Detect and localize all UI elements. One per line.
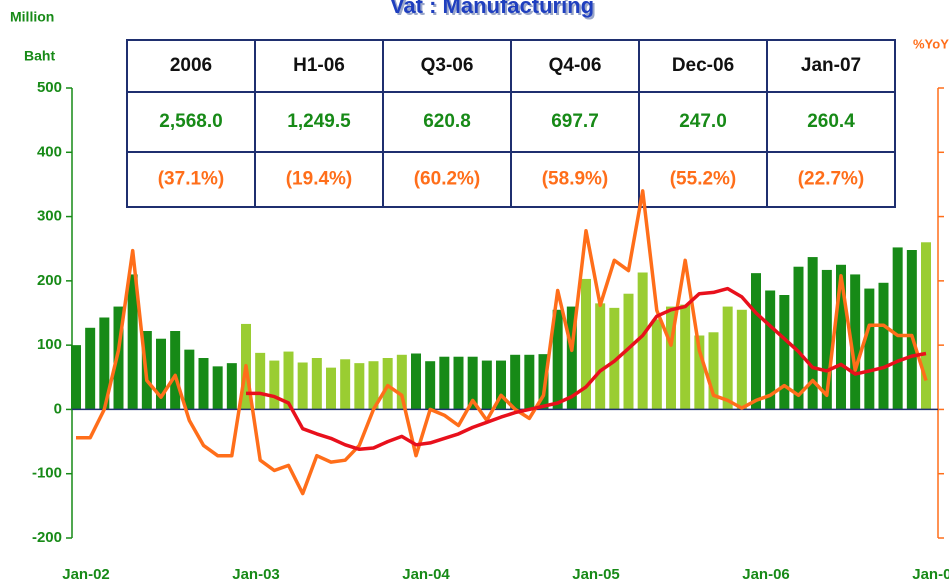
y-tick-label: 300 (37, 208, 62, 225)
y-tick-label: 0 (54, 400, 62, 417)
bar (651, 319, 662, 410)
table-cell: 247.0 (679, 111, 727, 132)
bar (170, 331, 181, 410)
bar (892, 247, 903, 410)
table-cell: (19.4%) (286, 169, 353, 190)
bar (71, 345, 81, 410)
bar (85, 327, 96, 410)
line (76, 189, 928, 496)
table-header: H1-06 (293, 55, 345, 76)
bar (722, 306, 733, 410)
y-tick-label: 100 (37, 336, 62, 353)
bar (694, 335, 705, 410)
bar (779, 295, 790, 410)
table-cell: (55.2%) (670, 169, 737, 190)
y-axis-label: Million (10, 9, 54, 25)
table-cell: 260.4 (807, 111, 855, 132)
bar (751, 273, 761, 410)
y-tick-label: -100 (32, 465, 62, 482)
bar (906, 250, 917, 410)
bar (708, 332, 719, 410)
table-header: Jan-07 (801, 55, 861, 76)
x-tick-label: Jan-06 (742, 566, 790, 583)
bar (269, 360, 280, 410)
bar (326, 367, 336, 410)
bar (566, 306, 577, 410)
y-axis-label: Baht (24, 48, 55, 64)
bar (467, 356, 478, 410)
bar (184, 349, 195, 410)
table-header: Dec-06 (672, 55, 734, 76)
bar (609, 307, 620, 410)
y2-axis-label: %YoY (913, 36, 949, 51)
bar (821, 269, 832, 410)
bar (453, 356, 464, 410)
bar (595, 303, 606, 410)
x-tick-label: Jan-04 (402, 566, 450, 583)
bar (623, 293, 634, 410)
bar (311, 358, 322, 410)
bar (354, 363, 365, 410)
bar (127, 274, 138, 410)
bar (850, 274, 861, 410)
bar (297, 362, 308, 410)
x-tick-label: Jan-05 (572, 566, 620, 583)
bar (552, 309, 563, 410)
chart-title: Vat : Manufacturing (390, 0, 594, 18)
bar (836, 264, 846, 410)
bar (226, 363, 237, 410)
table-cell: (58.9%) (542, 169, 609, 190)
bar (878, 282, 889, 410)
bar (524, 354, 535, 410)
y-tick-label: 400 (37, 143, 62, 160)
bar (793, 266, 804, 410)
bar (255, 352, 266, 410)
bar (807, 257, 818, 410)
bar (921, 242, 931, 410)
bar (510, 354, 521, 410)
bar (382, 358, 393, 410)
bar (368, 361, 379, 410)
bar (765, 290, 776, 410)
table-cell: (60.2%) (414, 169, 481, 190)
table-cell: 2,568.0 (159, 111, 222, 132)
bar (496, 360, 506, 410)
bar (736, 309, 747, 410)
bar (680, 304, 691, 410)
bar (538, 354, 549, 410)
bar (666, 306, 676, 410)
bar (411, 353, 421, 410)
bar (198, 358, 209, 410)
bar (425, 361, 436, 410)
x-tick-label: Jan-02 (62, 566, 110, 583)
bar (396, 354, 407, 410)
bar (340, 359, 351, 410)
bar (864, 288, 875, 410)
y-tick-label: -200 (32, 529, 62, 546)
y-tick-label: 200 (37, 272, 62, 289)
bar (99, 317, 110, 410)
table-cell: 697.7 (551, 111, 599, 132)
x-tick-label: Jan-07 (912, 566, 949, 583)
table-cell: 1,249.5 (287, 111, 351, 132)
y-tick-label: 500 (37, 79, 62, 96)
bar (637, 272, 648, 410)
table-cell: (37.1%) (158, 169, 225, 190)
bar (212, 366, 223, 410)
bar (283, 351, 294, 410)
table-header: Q3-06 (421, 55, 474, 76)
bar (481, 360, 492, 410)
table-header: Q4-06 (549, 55, 602, 76)
table-cell: (22.7%) (798, 169, 865, 190)
line (246, 286, 927, 452)
bar (156, 338, 166, 410)
bar (581, 278, 591, 410)
bar (113, 306, 124, 410)
table-cell: 620.8 (423, 111, 471, 132)
x-tick-label: Jan-03 (232, 566, 280, 583)
bar (439, 356, 450, 410)
table-header: 2006 (170, 55, 212, 76)
